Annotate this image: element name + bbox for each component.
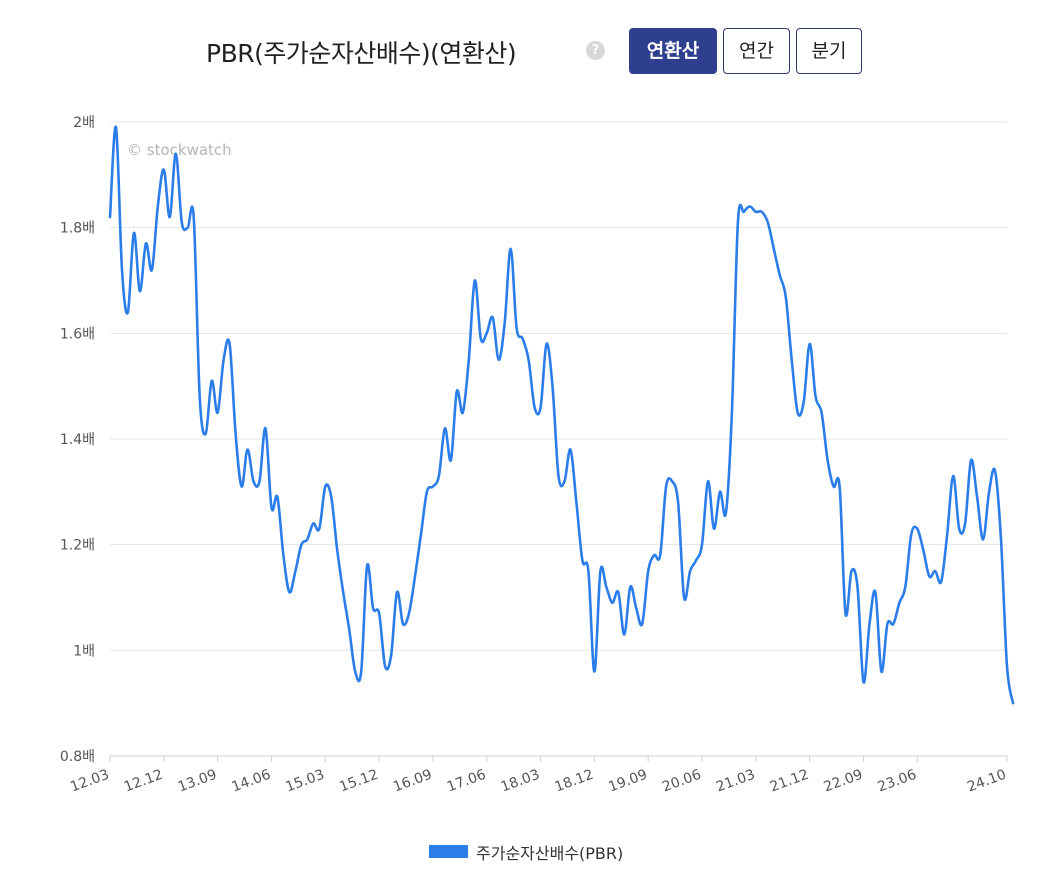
x-tick-label: 19.09 [606,767,649,796]
y-tick-label: 0.8배 [60,749,95,765]
quarterly-button[interactable]: 분기 [796,28,862,74]
x-tick-label: 15.03 [283,767,326,796]
x-tick-label: 12.12 [122,767,165,796]
series-line-pbr [108,125,1015,705]
x-tick-label: 12.03 [68,767,111,796]
x-tick-label: 22.09 [822,767,865,796]
legend-swatch[interactable] [429,845,468,858]
x-tick-label: 24.10 [965,767,1008,796]
x-tick-label: 23.06 [876,767,919,796]
pbr-line-chart: 0.8배 1배 1.2배 1.4배 1.6배 1.8배 2배 12.03 12.12 13.09… [60,115,1015,796]
y-tick-label: 1.8배 [60,221,95,237]
watermark: © stockwatch [127,141,232,159]
legend: 주가순자산배수(PBR) [0,840,1043,863]
x-tick-label: 20.06 [660,767,703,796]
annualized-button[interactable]: 연환산 [629,28,717,74]
y-tick-label: 1배 [73,643,95,659]
x-tick-label: 18.03 [499,767,542,796]
x-tick-label: 16.09 [391,767,434,796]
x-tick-label: 21.03 [714,767,757,796]
chart-title: PBR(주가순자산배수)(연환산) [206,39,517,68]
x-tick-label: 18.12 [553,767,596,796]
x-tick-label: 17.06 [445,767,488,796]
y-tick-label: 1.4배 [60,432,95,448]
annual-button[interactable]: 연간 [723,28,790,74]
y-tick-label: 1.2배 [60,538,95,554]
legend-label[interactable]: 주가순자산배수(PBR) [476,844,624,863]
x-tick-label: 13.09 [176,767,219,796]
chart-header: PBR(주가순자산배수)(연환산) ? 연환산 연간 분기 [0,28,1043,78]
y-tick-label: 1.6배 [60,326,95,342]
x-tick-label: 15.12 [337,767,380,796]
x-tick-label: 21.12 [768,767,811,796]
y-tick-label: 2배 [73,115,95,131]
question-mark-icon[interactable]: ? [586,41,605,60]
x-tick-label: 14.06 [230,767,273,796]
